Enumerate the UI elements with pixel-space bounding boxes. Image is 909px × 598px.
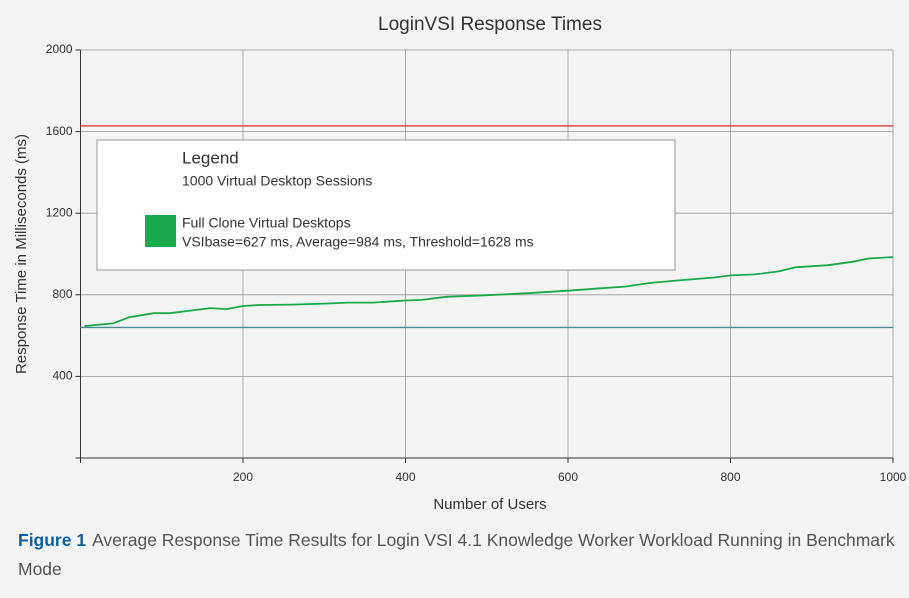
y-tick-label: 2000 bbox=[46, 42, 73, 56]
x-tick-label: 400 bbox=[395, 470, 415, 484]
y-tick-label: 800 bbox=[52, 287, 72, 301]
legend-swatch bbox=[145, 215, 176, 247]
chart-title: LoginVSI Response Times bbox=[378, 14, 602, 35]
legend-detail: VSIbase=627 ms, Average=984 ms, Threshol… bbox=[182, 234, 534, 250]
x-tick-label: 800 bbox=[720, 470, 740, 484]
y-tick-label: 1600 bbox=[46, 124, 73, 138]
y-tick-label: 1200 bbox=[46, 205, 73, 219]
series-line bbox=[84, 256, 894, 327]
y-axis-label: Response Time in Milliseconds (ms) bbox=[13, 134, 30, 374]
caption: Figure 1 Average Response Time Results fo… bbox=[18, 526, 898, 584]
legend-subtitle: 1000 Virtual Desktop Sessions bbox=[182, 173, 372, 189]
legend-label: Full Clone Virtual Desktops bbox=[182, 215, 351, 231]
caption-label: Figure 1 bbox=[18, 530, 87, 550]
x-tick-label: 200 bbox=[233, 470, 253, 484]
x-tick-label: 600 bbox=[558, 470, 578, 484]
caption-text: Average Response Time Results for Login … bbox=[18, 530, 895, 579]
x-tick-label: 1000 bbox=[880, 470, 907, 484]
legend-title: Legend bbox=[182, 148, 239, 167]
legend-box bbox=[96, 139, 676, 271]
chart: LoginVSI Response Times Number of Users … bbox=[13, 14, 907, 513]
y-tick-label: 400 bbox=[52, 369, 72, 383]
x-axis-label: Number of Users bbox=[433, 496, 546, 513]
